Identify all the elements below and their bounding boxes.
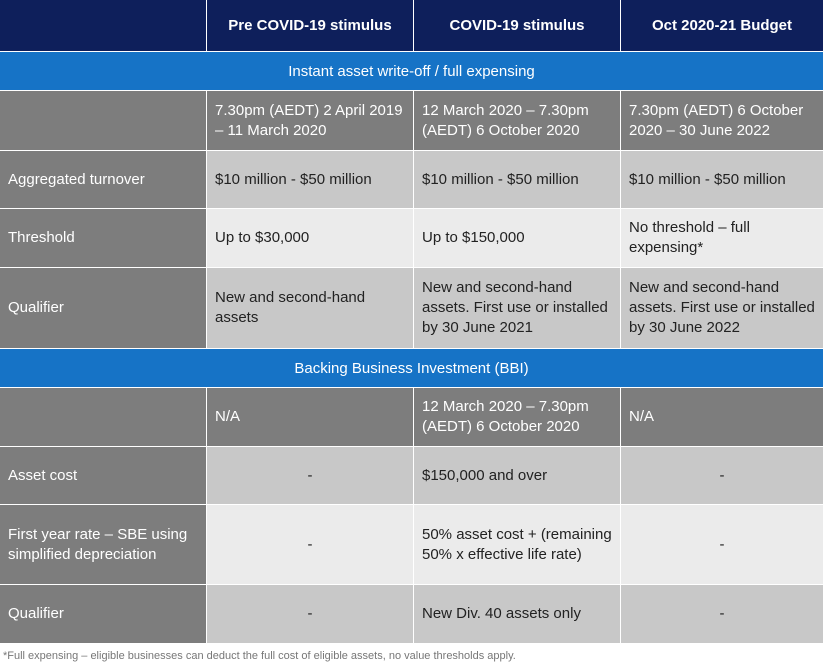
table-cell: 7.30pm (AEDT) 6 October 2020 – 30 June 2… xyxy=(621,91,823,150)
row-label: Qualifier xyxy=(0,268,207,348)
table-cell: $10 million - $50 million xyxy=(414,151,621,208)
table-cell: New and second-hand assets. First use or… xyxy=(621,268,823,348)
section-band-instant-asset: Instant asset write-off / full expensing xyxy=(0,52,823,91)
table-cell: $10 million - $50 million xyxy=(207,151,414,208)
table-cell: - xyxy=(207,447,414,504)
footnote: *Full expensing – eligible businesses ca… xyxy=(3,650,516,662)
comparison-table: Pre COVID-19 stimulus COVID-19 stimulus … xyxy=(0,0,823,643)
table-cell: $150,000 and over xyxy=(414,447,621,504)
table-cell: - xyxy=(207,585,414,643)
row-label xyxy=(0,91,207,150)
table-cell: No threshold – full expensing* xyxy=(621,209,823,267)
table-cell: Up to $30,000 xyxy=(207,209,414,267)
table-row: Threshold Up to $30,000 Up to $150,000 N… xyxy=(0,209,823,268)
section-band-bbi: Backing Business Investment (BBI) xyxy=(0,349,823,388)
header-covid: COVID-19 stimulus xyxy=(414,0,621,51)
table-cell: - xyxy=(621,447,823,504)
table-cell: N/A xyxy=(621,388,823,446)
row-label: Threshold xyxy=(0,209,207,267)
table-cell: - xyxy=(621,505,823,584)
table-cell: New and second-hand assets. First use or… xyxy=(414,268,621,348)
header-pre-covid: Pre COVID-19 stimulus xyxy=(207,0,414,51)
row-label: First year rate – SBE using simplified d… xyxy=(0,505,207,584)
table-row-dates: 7.30pm (AEDT) 2 April 2019 – 11 March 20… xyxy=(0,91,823,151)
table-cell: New and second-hand assets xyxy=(207,268,414,348)
table-row: Qualifier - New Div. 40 assets only - xyxy=(0,585,823,643)
table-row: First year rate – SBE using simplified d… xyxy=(0,505,823,585)
table-cell: N/A xyxy=(207,388,414,446)
table-row: Asset cost - $150,000 and over - xyxy=(0,447,823,505)
table-cell: 12 March 2020 – 7.30pm (AEDT) 6 October … xyxy=(414,388,621,446)
header-budget: Oct 2020-21 Budget xyxy=(651,16,793,34)
table-header-row: Pre COVID-19 stimulus COVID-19 stimulus … xyxy=(0,0,823,52)
table-cell: 12 March 2020 – 7.30pm (AEDT) 6 October … xyxy=(414,91,621,150)
table-cell: - xyxy=(621,585,823,643)
table-cell: $10 million - $50 million xyxy=(621,151,823,208)
table-cell: 50% asset cost + (remaining 50% x effect… xyxy=(414,505,621,584)
row-label xyxy=(0,388,207,446)
header-blank-cell xyxy=(0,0,207,51)
row-label: Qualifier xyxy=(0,585,207,643)
table-row: Qualifier New and second-hand assets New… xyxy=(0,268,823,349)
row-label: Asset cost xyxy=(0,447,207,504)
table-cell: Up to $150,000 xyxy=(414,209,621,267)
table-cell: 7.30pm (AEDT) 2 April 2019 – 11 March 20… xyxy=(207,91,414,150)
table-row-dates: N/A 12 March 2020 – 7.30pm (AEDT) 6 Octo… xyxy=(0,388,823,447)
row-label: Aggregated turnover xyxy=(0,151,207,208)
table-row: Aggregated turnover $10 million - $50 mi… xyxy=(0,151,823,209)
table-cell: - xyxy=(207,505,414,584)
table-cell: New Div. 40 assets only xyxy=(414,585,621,643)
